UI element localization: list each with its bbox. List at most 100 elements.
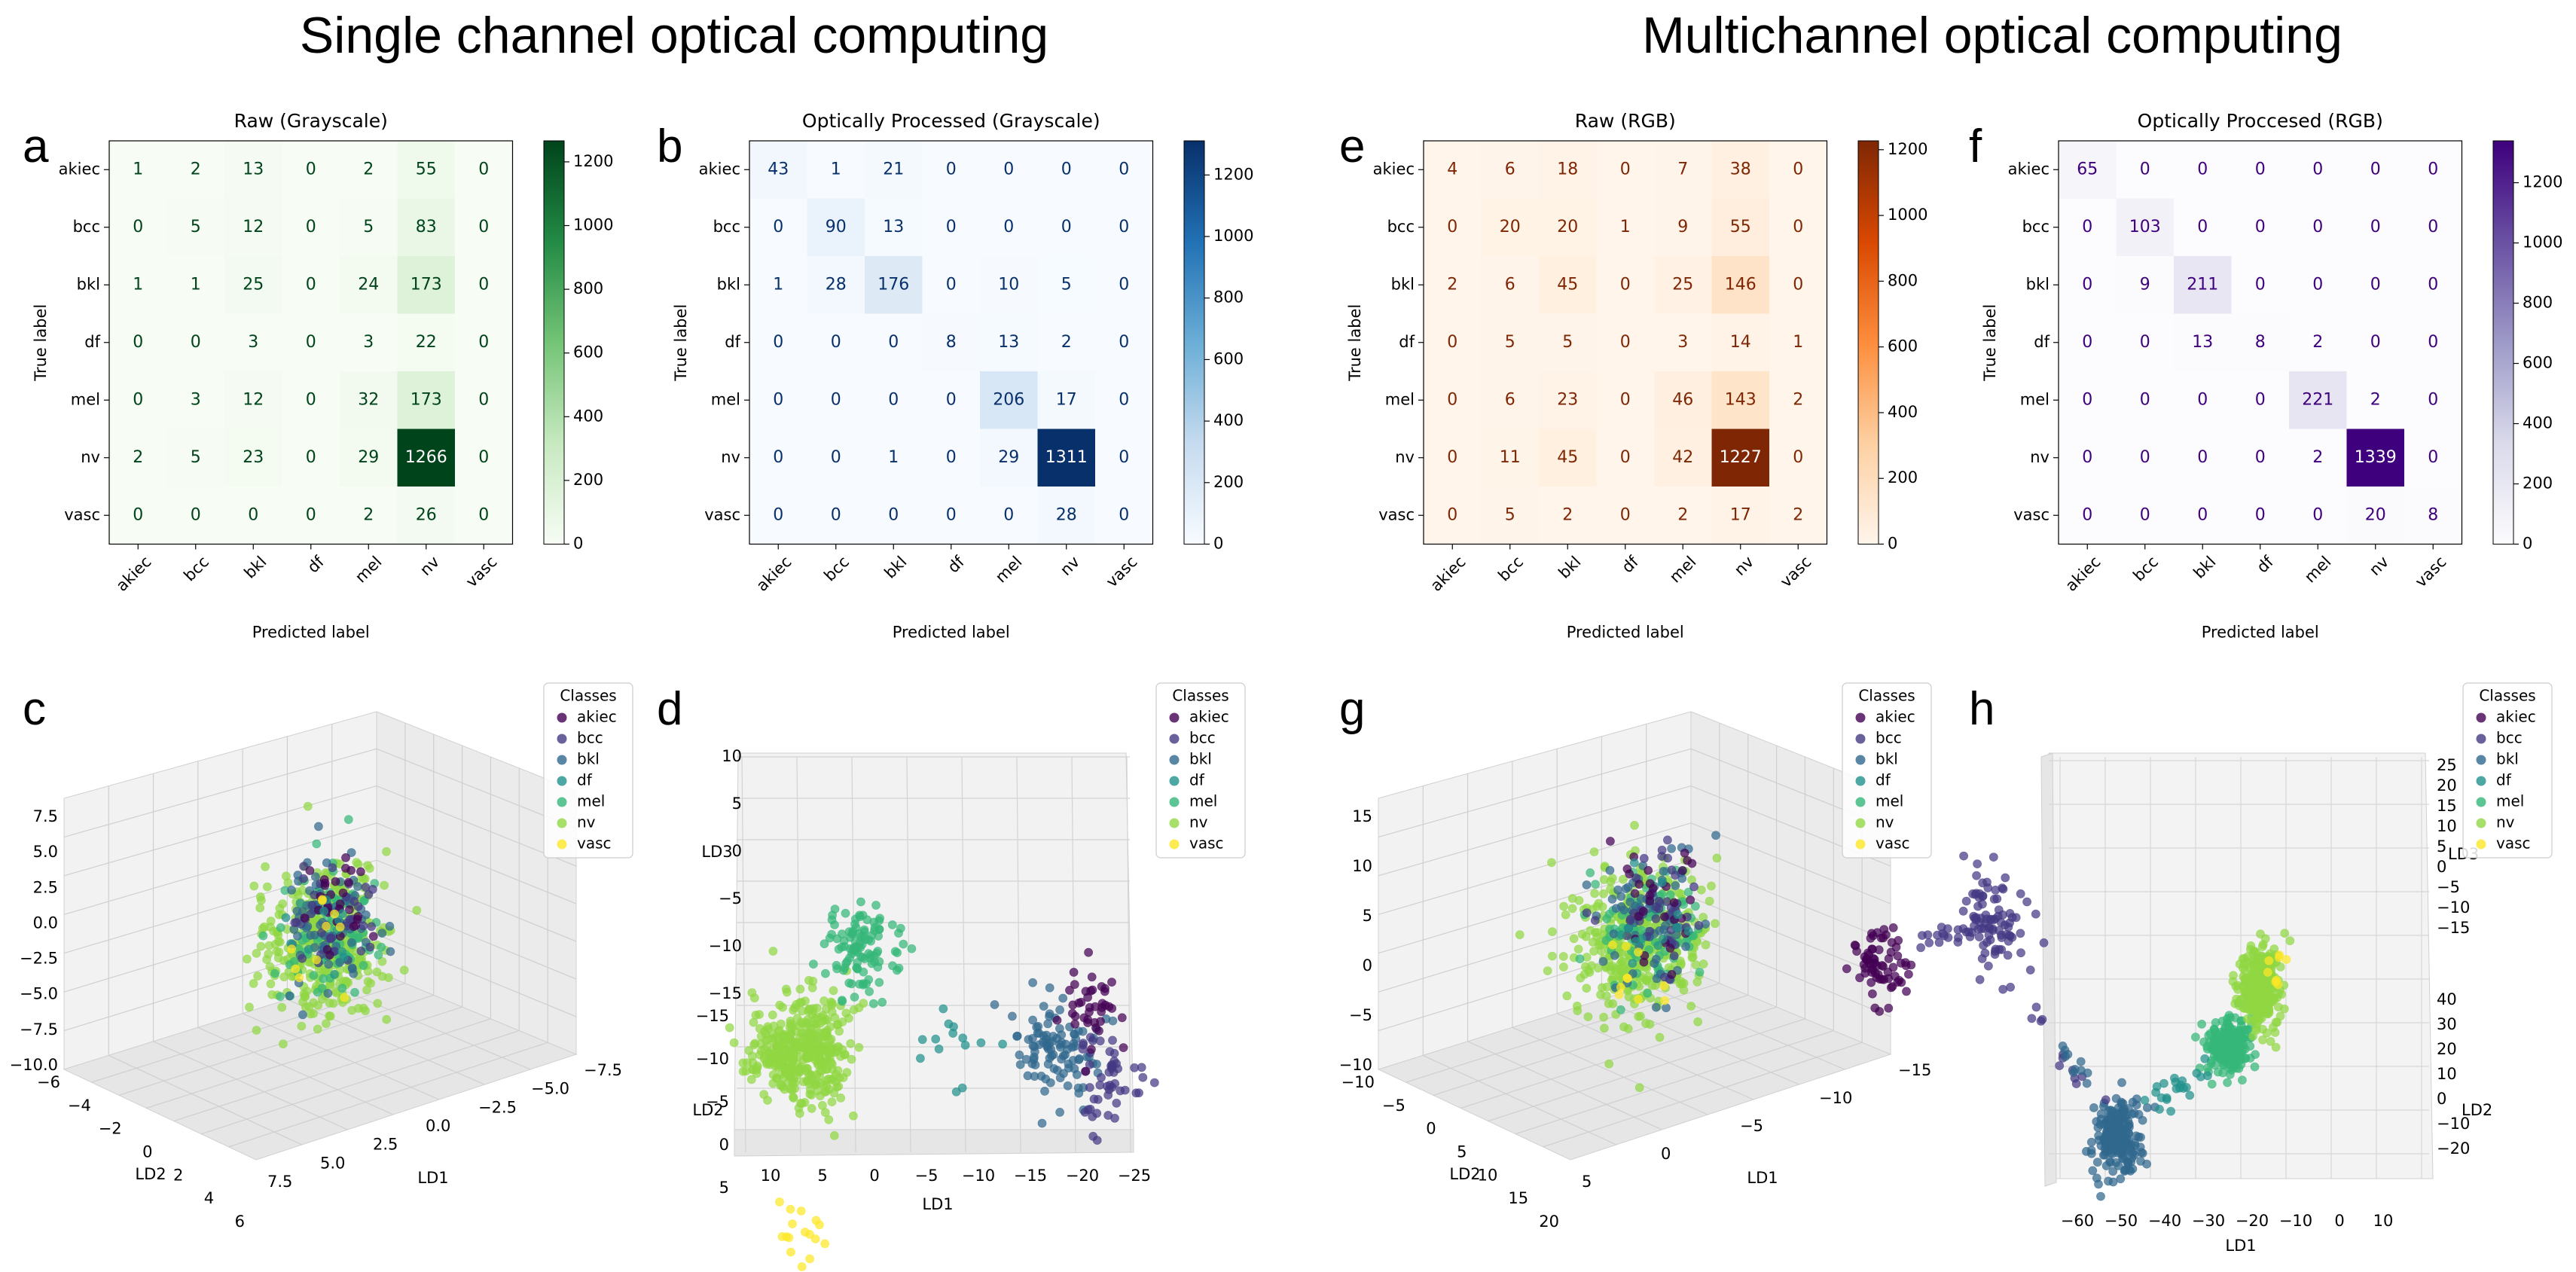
point-df	[2196, 1072, 2205, 1081]
cell-value: 5	[363, 218, 374, 236]
x-tick-label: −10	[962, 1167, 995, 1185]
point-nv	[382, 846, 391, 856]
matrix-cell	[749, 371, 807, 429]
point-bcc	[2101, 1095, 2111, 1105]
cell-value: 0	[306, 505, 316, 524]
point-bkl	[2117, 1127, 2126, 1137]
panel-letter-e: e	[1339, 120, 1365, 172]
colorbar-tick-label: 1200	[1213, 165, 1253, 183]
point-df	[1637, 934, 1647, 944]
matrix-cell	[749, 256, 807, 314]
point-bkl	[1061, 1050, 1070, 1060]
point-bkl	[1659, 867, 1668, 876]
cell-value: 1	[133, 160, 143, 178]
cell-value: 0	[306, 333, 316, 352]
point-bkl	[2117, 1078, 2126, 1087]
grid-line	[1126, 756, 1131, 1153]
colorbar-tick-label: 1000	[2523, 233, 2562, 252]
colorbar-tick-label: 0	[1888, 535, 1897, 553]
point-akiec	[300, 913, 310, 923]
legend-entry: akiec	[1876, 708, 1915, 726]
matrix-cell	[2404, 487, 2462, 544]
y-axis-label: LD2	[692, 1101, 723, 1119]
matrix-cell	[109, 256, 167, 314]
matrix-cell	[282, 429, 340, 487]
cell-value: 2	[1793, 390, 1803, 409]
point-nv	[352, 858, 362, 867]
cell-value: 0	[2255, 160, 2266, 178]
y-tick-label: bcc	[2022, 218, 2050, 236]
point-nv	[762, 1060, 771, 1069]
point-bkl	[1662, 1003, 1671, 1013]
cell-value: 8	[2255, 333, 2266, 352]
point-akiec	[1634, 880, 1644, 889]
y-axis-label: True label	[1346, 304, 1364, 382]
point-mel	[2197, 1020, 2206, 1029]
matrix-cell	[1424, 487, 1482, 544]
point-bkl	[1043, 1019, 1053, 1029]
point-bkl	[2099, 1134, 2109, 1143]
cell-value: 1	[133, 275, 143, 294]
panel-letter-g: g	[1339, 683, 1365, 735]
x-tick-label: 10	[761, 1167, 781, 1185]
point-nv	[751, 1011, 761, 1020]
point-akiec	[1842, 964, 1851, 974]
cell-value: 0	[2140, 390, 2150, 409]
point-bkl	[1711, 831, 1720, 840]
grid-line	[376, 748, 577, 829]
point-mel	[2237, 1075, 2247, 1085]
z-tick-label: −15	[709, 984, 742, 1002]
point-bkl	[1034, 1040, 1044, 1049]
point-nv	[786, 1065, 795, 1074]
point-bcc	[1996, 917, 2006, 927]
y-tick-label: bcc	[713, 218, 740, 236]
matrix-cell	[2346, 256, 2405, 314]
point-vasc	[322, 921, 331, 931]
point-akiec	[1861, 955, 1871, 964]
x-tick-label: −50	[2104, 1212, 2138, 1230]
cell-value: 0	[191, 505, 201, 524]
matrix-cell	[807, 141, 865, 199]
point-akiec	[1884, 1003, 1894, 1013]
matrix-cell	[1424, 256, 1482, 314]
point-bkl	[2142, 1103, 2152, 1112]
matrix-cell	[2231, 371, 2290, 429]
point-bcc	[368, 885, 377, 894]
point-df	[931, 1034, 941, 1044]
cell-value: 1	[831, 160, 841, 178]
matrix-cell	[2116, 141, 2175, 199]
y-tick-label: df	[84, 333, 100, 351]
point-bcc	[325, 934, 335, 943]
point-akiec	[305, 866, 315, 875]
matrix-cell	[865, 487, 923, 544]
point-nv	[1562, 991, 1572, 1001]
cell-value: 90	[826, 218, 847, 236]
point-nv	[784, 1033, 793, 1042]
y-tick-label: 10	[2437, 1065, 2457, 1083]
point-nv	[1645, 1020, 1655, 1029]
point-bkl	[1034, 1029, 1044, 1038]
point-nv	[325, 999, 334, 1008]
y-tick-label: akiec	[699, 160, 740, 178]
point-nv	[242, 954, 252, 964]
cell-value: 0	[1793, 218, 1803, 236]
point-mel	[851, 923, 861, 932]
point-nv	[1581, 932, 1591, 941]
floor-pane	[1377, 971, 1892, 1161]
z-tick-label: −5.0	[20, 985, 58, 1003]
cell-value: 0	[1119, 160, 1129, 178]
matrix-cell	[397, 429, 456, 487]
point-bcc	[1959, 851, 1968, 861]
point-nv	[2268, 1023, 2278, 1033]
matrix-cell	[1424, 429, 1482, 487]
legend-title: Classes	[1858, 687, 1915, 705]
point-nv	[309, 1008, 319, 1018]
point-mel	[894, 929, 903, 938]
z-tick-label: −7.5	[20, 1020, 58, 1039]
point-nv	[2254, 1016, 2263, 1026]
matrix-cell	[749, 487, 807, 544]
matrix-cell	[2404, 141, 2462, 199]
point-bkl	[2082, 1078, 2092, 1088]
point-mel	[2251, 1050, 2260, 1060]
matrix-cell	[1769, 256, 1827, 314]
